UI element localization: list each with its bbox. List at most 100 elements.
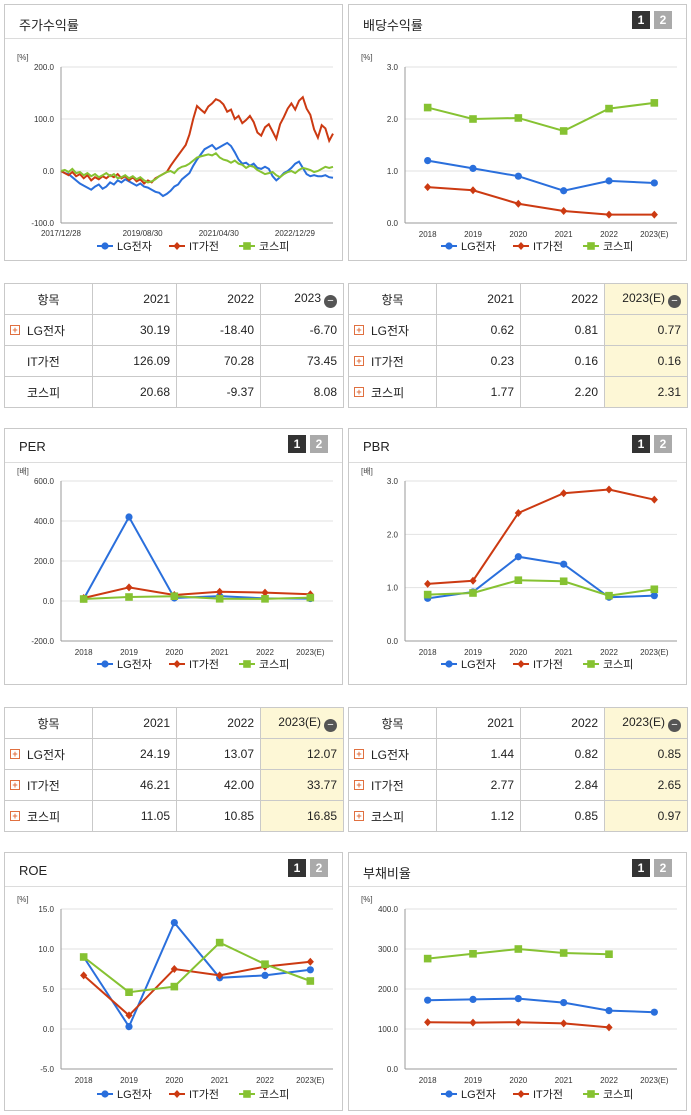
point-lg (170, 919, 178, 927)
point-kospi (243, 1090, 251, 1098)
y-tick-label: 200.0 (34, 63, 55, 72)
stock-return-panel: 주가수익률 [%] 200.0 100.0 0.0 -100.0 2017/12/28 20… (4, 4, 343, 261)
expand-plus-icon[interactable]: + (354, 387, 364, 397)
x-tick-label: 2022 (600, 230, 618, 239)
y-tick-label: 0.0 (387, 1065, 399, 1074)
table-header-cell: 2021 (436, 707, 521, 739)
collapse-minus-icon[interactable]: − (668, 718, 681, 732)
point-kospi (125, 988, 133, 996)
table-header-cell: 2022 (176, 707, 261, 739)
legend-label-kospi: 코스피 (603, 1088, 633, 1101)
point-it (605, 1023, 613, 1032)
chart-button-1[interactable]: 1 (632, 435, 650, 453)
x-tick-label: 2018 (419, 230, 437, 239)
chart-button-1[interactable]: 1 (288, 435, 306, 453)
point-it (560, 1019, 568, 1028)
expand-plus-icon[interactable]: + (354, 356, 364, 366)
legend-label-it: IT가전 (189, 1088, 219, 1101)
y-tick-label: -200.0 (31, 637, 54, 646)
point-kospi (514, 114, 523, 122)
legend-label-kospi: 코스피 (603, 658, 633, 671)
y-tick-label: 5.0 (43, 985, 55, 994)
x-tick-label: 2018 (419, 1076, 437, 1085)
point-it (469, 576, 477, 585)
table-cell: 0.85 (604, 738, 688, 770)
x-tick-label: 2017/12/28 (41, 229, 82, 238)
table-row: + LG전자 24.19 13.07 12.07 (4, 738, 344, 770)
point-kospi (423, 590, 432, 599)
table-header-cell: 2022 (176, 283, 261, 315)
table-header-cell: 항목 (348, 707, 437, 739)
y-tick-label: 0.0 (43, 1025, 55, 1034)
x-tick-label: 2023(E) (640, 648, 669, 657)
point-lg (445, 242, 453, 250)
collapse-minus-icon[interactable]: − (668, 294, 681, 308)
table-cell: 2.31 (604, 376, 688, 408)
table-cell: 1.77 (436, 376, 521, 408)
row-label: + 코스피 (4, 800, 93, 832)
point-lg (125, 1023, 133, 1031)
expand-plus-icon[interactable]: + (354, 325, 364, 335)
x-tick-label: 2019 (120, 1076, 138, 1085)
expand-plus-icon[interactable]: + (10, 811, 20, 821)
expand-plus-icon[interactable]: + (354, 749, 364, 759)
series-line-kospi (427, 579, 655, 597)
chart-button-1[interactable]: 1 (288, 859, 306, 877)
point-lg (560, 187, 568, 195)
row-label: + IT가전 (348, 769, 437, 801)
point-it (517, 1090, 525, 1098)
x-tick-label: 2021/04/30 (199, 229, 240, 238)
point-kospi (559, 577, 568, 586)
y-tick-label: 300.0 (378, 945, 399, 954)
expand-plus-icon[interactable]: + (10, 780, 20, 790)
series-line-it (83, 960, 311, 1017)
chart-button-2[interactable]: 2 (310, 859, 328, 877)
panel-title: 주가수익률 (19, 18, 79, 33)
table-header-cell: 2023(E) − (604, 707, 688, 739)
point-lg (560, 560, 568, 568)
table-cell: 0.62 (436, 314, 521, 346)
y-tick-label: 2.0 (387, 530, 399, 539)
y-tick-label: 0.0 (43, 597, 55, 606)
y-tick-label: 200.0 (34, 557, 55, 566)
chart-button-2[interactable]: 2 (654, 859, 672, 877)
collapse-minus-icon[interactable]: − (324, 294, 337, 308)
table-header-cell: 2023(E) − (604, 283, 688, 315)
table-cell: 2.20 (520, 376, 605, 408)
chart-button-1[interactable]: 1 (632, 11, 650, 29)
point-kospi (79, 595, 88, 603)
point-kospi (215, 938, 224, 947)
row-label: 코스피 (4, 376, 93, 408)
expand-plus-icon[interactable]: + (10, 325, 20, 335)
chart-button-2[interactable]: 2 (310, 435, 328, 453)
series-line-kospi (427, 101, 655, 133)
point-it (514, 1018, 522, 1027)
point-lg (514, 553, 522, 561)
legend-label-it: IT가전 (533, 1088, 563, 1101)
x-tick-label: 2018 (75, 648, 93, 657)
expand-plus-icon[interactable]: + (10, 749, 20, 759)
chart-button-2[interactable]: 2 (654, 11, 672, 29)
series-line-it (60, 95, 334, 185)
point-lg (125, 513, 133, 521)
table-header-cell: 2021 (92, 283, 177, 315)
collapse-minus-icon[interactable]: − (324, 718, 337, 732)
chart-button-2[interactable]: 2 (654, 435, 672, 453)
x-tick-label: 2021 (211, 1076, 229, 1085)
expand-plus-icon[interactable]: + (354, 811, 364, 821)
legend-label-lg: LG전자 (461, 1088, 496, 1101)
point-kospi (605, 591, 613, 600)
y-tick-label: 100.0 (34, 115, 55, 124)
point-it (517, 660, 525, 668)
point-it (170, 965, 178, 973)
table-cell: 126.09 (92, 345, 177, 377)
point-it (125, 1011, 133, 1020)
chart-button-1[interactable]: 1 (632, 859, 650, 877)
point-kospi (469, 589, 477, 597)
table-cell: 10.85 (176, 800, 261, 832)
table-cell: 42.00 (176, 769, 261, 801)
point-kospi (243, 660, 251, 668)
row-label: IT가전 (4, 345, 93, 377)
expand-plus-icon[interactable]: + (354, 780, 364, 790)
y-unit-label: [배] (17, 467, 29, 476)
